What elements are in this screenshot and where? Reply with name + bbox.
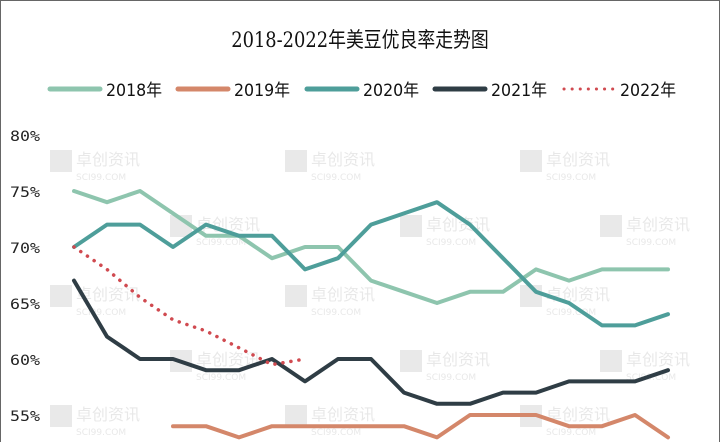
y-tick-label: 70% <box>10 241 41 257</box>
watermark-text: 卓创资讯 <box>626 350 690 369</box>
watermark-url: SCI99.COM <box>546 308 596 318</box>
watermark-text: 卓创资讯 <box>311 405 375 424</box>
watermark-text: 卓创资讯 <box>546 150 610 169</box>
series-line-2021 <box>72 278 670 406</box>
watermark-url: SCI99.COM <box>626 238 676 248</box>
watermark-url: SCI99.COM <box>76 308 126 318</box>
watermark-logo <box>50 150 72 172</box>
watermark-logo <box>50 405 72 427</box>
watermark-logo <box>285 405 307 427</box>
watermark-text: 卓创资讯 <box>626 215 690 234</box>
series-line-2018 <box>72 189 670 305</box>
legend-label: 2020年 <box>363 81 419 101</box>
watermark: 卓创资讯 SCI99.COM <box>285 150 375 183</box>
watermark: 卓创资讯 SCI99.COM <box>50 285 140 318</box>
legend-label: 2018年 <box>106 81 162 101</box>
watermark-logo <box>600 215 622 237</box>
watermark-text: 卓创资讯 <box>76 285 140 304</box>
watermark-text: 卓创资讯 <box>426 350 490 369</box>
watermark: 卓创资讯 SCI99.COM <box>50 150 140 183</box>
watermark: 卓创资讯 SCI99.COM <box>600 215 690 248</box>
watermark-text: 卓创资讯 <box>546 285 610 304</box>
legend-label: 2019年 <box>234 81 290 101</box>
watermark-url: SCI99.COM <box>546 428 596 438</box>
watermark: 卓创资讯 SCI99.COM <box>170 350 260 383</box>
watermark-text: 卓创资讯 <box>196 350 260 369</box>
watermark-text: 卓创资讯 <box>76 150 140 169</box>
series-line-2020 <box>72 200 670 328</box>
watermark-url: SCI99.COM <box>311 173 361 183</box>
chart-title: 2018-2022年美豆优良率走势图 <box>231 28 489 52</box>
y-tick-label: 75% <box>10 185 41 201</box>
watermark-url: SCI99.COM <box>311 428 361 438</box>
watermark-url: SCI99.COM <box>426 238 476 248</box>
legend-label: 2022年 <box>620 81 676 101</box>
y-tick-label: 80% <box>10 129 41 145</box>
watermark-logo <box>400 350 422 372</box>
y-tick-label: 55% <box>10 409 41 425</box>
watermark: 卓创资讯 SCI99.COM <box>50 405 140 438</box>
watermark-url: SCI99.COM <box>196 373 246 383</box>
watermark-url: SCI99.COM <box>76 173 126 183</box>
series-line-2019 <box>171 413 670 440</box>
watermark-logo <box>50 285 72 307</box>
watermark: 卓创资讯 SCI99.COM <box>285 405 375 438</box>
watermark-url: SCI99.COM <box>311 308 361 318</box>
watermark-text: 卓创资讯 <box>546 405 610 424</box>
y-tick-label: 65% <box>10 297 41 313</box>
watermark-text: 卓创资讯 <box>196 215 260 234</box>
watermark-logo <box>285 285 307 307</box>
watermark: 卓创资讯 SCI99.COM <box>520 150 610 183</box>
watermark-text: 卓创资讯 <box>311 150 375 169</box>
watermark-logo <box>400 215 422 237</box>
watermark-logo <box>600 350 622 372</box>
series-line-2022 <box>72 245 307 367</box>
watermark-url: SCI99.COM <box>546 173 596 183</box>
y-tick-label: 60% <box>10 353 41 369</box>
watermark-url: SCI99.COM <box>196 238 246 248</box>
watermark-url: SCI99.COM <box>426 373 476 383</box>
watermark-url: SCI99.COM <box>76 428 126 438</box>
watermark: 卓创资讯 SCI99.COM <box>520 405 610 438</box>
watermark-logo <box>285 150 307 172</box>
legend-label: 2021年 <box>491 81 547 101</box>
watermark: 卓创资讯 SCI99.COM <box>400 350 490 383</box>
watermark-text: 卓创资讯 <box>76 405 140 424</box>
watermark: 卓创资讯 SCI99.COM <box>285 285 375 318</box>
watermark-text: 卓创资讯 <box>311 285 375 304</box>
watermark-logo <box>520 150 542 172</box>
